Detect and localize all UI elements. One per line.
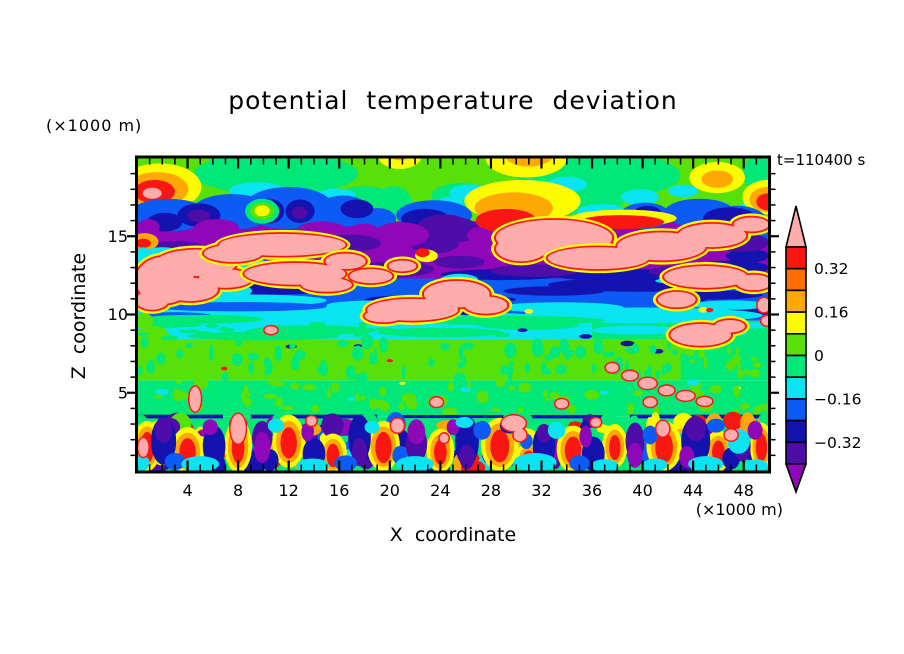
svg-text:32: 32	[531, 481, 551, 500]
axis-ticks	[127, 158, 779, 471]
svg-text:10: 10	[108, 305, 128, 324]
z-axis-units-label: (×1000 m)	[46, 116, 143, 135]
svg-text:20: 20	[380, 481, 400, 500]
svg-text:4: 4	[182, 481, 192, 500]
svg-text:28: 28	[481, 481, 501, 500]
svg-text:36: 36	[582, 481, 602, 500]
colorbar-arrow-bottom	[784, 463, 808, 495]
x-axis-title: X coordinate	[389, 524, 517, 546]
svg-text:44: 44	[683, 481, 703, 500]
svg-text:15: 15	[108, 227, 128, 246]
colorbar-arrow-top	[784, 205, 808, 248]
colorbar-label: 0.16	[814, 304, 849, 322]
time-label: t=110400 s	[777, 151, 866, 169]
chart-title: potential temperature deviation	[228, 86, 678, 115]
colorbar-label: −0.32	[814, 434, 862, 452]
colorbar-label: −0.16	[814, 390, 862, 408]
colorbar-label: 0.32	[814, 260, 849, 278]
svg-text:48: 48	[734, 481, 754, 500]
colorbar-label: 0	[814, 347, 824, 365]
svg-text:40: 40	[632, 481, 652, 500]
colorbar: 0.32 0.16 0 −0.16 −0.32	[784, 205, 862, 495]
svg-text:16: 16	[329, 481, 349, 500]
svg-text:5: 5	[118, 383, 128, 402]
svg-text:8: 8	[233, 481, 243, 500]
svg-text:12: 12	[279, 481, 299, 500]
field-contours	[137, 158, 769, 471]
plot-border	[135, 155, 771, 474]
svg-text:24: 24	[430, 481, 450, 500]
x-axis-units-label: (×1000 m)	[695, 500, 783, 519]
